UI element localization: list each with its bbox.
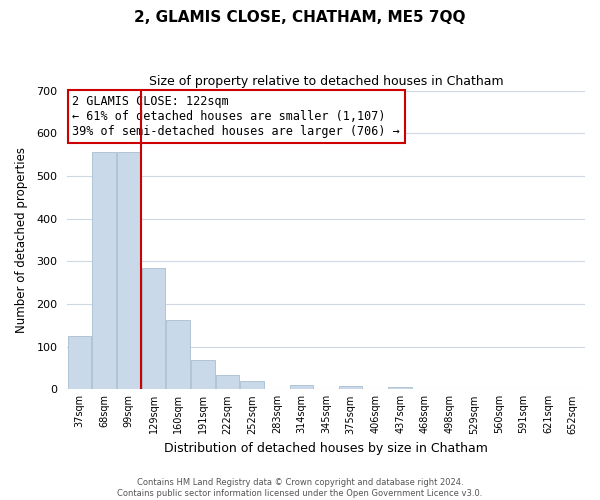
Bar (166, 320, 190, 390)
Bar (117, 152, 140, 390)
Title: Size of property relative to detached houses in Chatham: Size of property relative to detached ho… (149, 75, 503, 88)
Text: 2 GLAMIS CLOSE: 122sqm
← 61% of detached houses are smaller (1,107)
39% of semi-: 2 GLAMIS CLOSE: 122sqm ← 61% of detached… (73, 95, 400, 138)
Bar (142, 268, 165, 390)
Text: Contains HM Land Registry data © Crown copyright and database right 2024.
Contai: Contains HM Land Registry data © Crown c… (118, 478, 482, 498)
Y-axis label: Number of detached properties: Number of detached properties (15, 147, 28, 333)
Text: 2, GLAMIS CLOSE, CHATHAM, ME5 7QQ: 2, GLAMIS CLOSE, CHATHAM, ME5 7QQ (134, 10, 466, 25)
X-axis label: Distribution of detached houses by size in Chatham: Distribution of detached houses by size … (164, 442, 488, 455)
Bar (92, 152, 116, 390)
Bar (216, 375, 239, 390)
Bar (241, 381, 264, 390)
Bar (191, 360, 215, 390)
Bar (68, 336, 91, 390)
Bar (388, 387, 412, 390)
Bar (290, 385, 313, 390)
Bar (339, 386, 362, 390)
